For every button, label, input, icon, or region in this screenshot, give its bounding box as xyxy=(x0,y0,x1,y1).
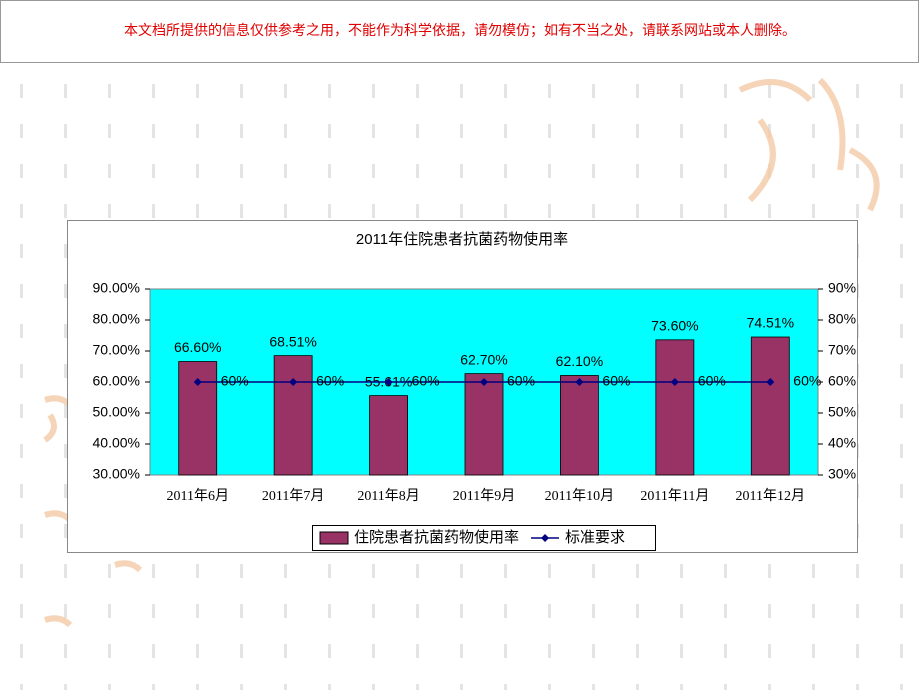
bar xyxy=(273,355,313,476)
line-marker xyxy=(670,378,679,386)
x-tick-label: 2011年8月 xyxy=(357,488,419,504)
y-tick-label: 30.00% xyxy=(93,466,140,482)
x-tick-label: 2011年7月 xyxy=(262,488,324,504)
line-value-label: 60% xyxy=(793,373,821,389)
legend-label: 住院患者抗菌药物使用率 xyxy=(354,528,519,546)
bar-value-label: 62.10% xyxy=(556,353,603,369)
bar xyxy=(560,375,599,476)
legend-swatch xyxy=(319,531,349,545)
legend-box xyxy=(312,525,656,551)
banner-text: 本文档所提供的信息仅供参考之用，不能作为科学依据，请勿模仿；如有不当之处，请联系… xyxy=(124,22,796,39)
x-tick-label: 2011年9月 xyxy=(453,488,515,504)
line-value-label: 60% xyxy=(412,373,440,389)
bar-value-label: 73.60% xyxy=(651,318,698,334)
line-value-label: 60% xyxy=(602,373,630,389)
bar-value-label: 74.51% xyxy=(747,315,794,331)
y-tick-label: 60.00% xyxy=(93,373,140,389)
bar-value-label: 66.60% xyxy=(174,339,221,355)
x-tick-label: 2011年6月 xyxy=(166,488,228,504)
line-marker xyxy=(480,378,488,386)
y2-tick-label: 90% xyxy=(828,280,856,296)
line-value-label: 60% xyxy=(698,373,726,389)
chart: 30.00% 40.00% 50.00% 60.00% 70.00% 80.00% 90.0… xyxy=(93,280,856,551)
line-value-label: 60% xyxy=(221,373,249,389)
line-marker xyxy=(766,378,775,386)
x-tick-label: 2011年12月 xyxy=(736,488,805,504)
chart-title: 2011年住院患者抗菌药物使用率 xyxy=(356,230,568,248)
decoration xyxy=(43,77,880,628)
bar xyxy=(369,395,408,476)
legend-label: 标准要求 xyxy=(565,529,625,546)
y2-tick-label: 50% xyxy=(828,404,856,420)
legend-swatch-marker xyxy=(541,534,550,542)
y2-tick-label: 60% xyxy=(828,373,856,389)
bar xyxy=(464,373,504,476)
line-marker xyxy=(575,378,584,386)
y-tick-label: 70.00% xyxy=(93,342,140,358)
line-marker xyxy=(384,378,393,386)
bar-value-label: 68.51% xyxy=(269,333,316,349)
line-value-label: 60% xyxy=(316,373,344,389)
bar xyxy=(750,336,790,476)
line-value-label: 60% xyxy=(507,373,535,389)
x-tick-label: 2011年11月 xyxy=(640,488,709,504)
x-tick-label: 2011年10月 xyxy=(545,488,614,504)
bar-value-label: 62.70% xyxy=(460,351,507,367)
y2-tick-label: 40% xyxy=(828,435,856,451)
y-tick-label: 40.00% xyxy=(93,435,140,451)
y-tick-label: 80.00% xyxy=(93,311,140,327)
y-tick-label: 50.00% xyxy=(93,404,140,420)
y-tick-label: 90.00% xyxy=(93,280,140,296)
line-marker xyxy=(193,378,202,386)
y2-tick-label: 70% xyxy=(828,342,856,358)
y2-tick-label: 80% xyxy=(828,311,856,327)
line-marker xyxy=(289,378,298,386)
bar xyxy=(655,339,695,476)
y2-tick-label: 30% xyxy=(828,466,856,482)
banner-box xyxy=(0,0,919,63)
legend: 住院患者抗菌药物使用率 标准要求 xyxy=(312,525,656,551)
